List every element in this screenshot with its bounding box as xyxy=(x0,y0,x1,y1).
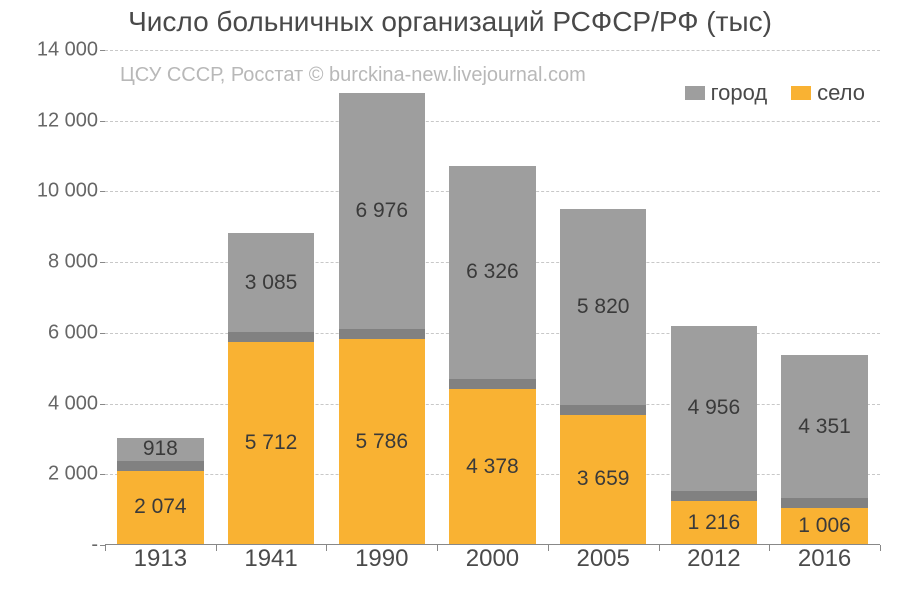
y-axis-label: - xyxy=(91,534,98,557)
bars: 918 2 074 3 085 5 712 6 976 5 786 6 326 4 378 5 … xyxy=(105,50,880,544)
y-axis-label: 4 000 xyxy=(48,392,98,415)
bar-value-city: 4 956 xyxy=(688,396,741,420)
bar-value-selo: 5 786 xyxy=(355,430,408,454)
bar-group: 918 2 074 xyxy=(117,438,203,544)
bar-segment-city: 4 351 xyxy=(781,355,867,509)
chart-container: Число больничных организаций РСФСР/РФ (т… xyxy=(0,0,900,594)
y-axis-tick xyxy=(100,474,105,475)
bar-segment-city: 3 085 xyxy=(228,233,314,342)
bar-segment-selo: 2 074 xyxy=(117,471,203,544)
y-axis-label: 2 000 xyxy=(48,463,98,486)
x-axis-label: 1913 xyxy=(105,545,216,573)
bar-value-selo: 1 216 xyxy=(688,511,741,535)
bar-group: 4 351 1 006 xyxy=(781,355,867,544)
bar-segment-city: 5 820 xyxy=(560,209,646,415)
bar-value-selo: 1 006 xyxy=(798,514,851,538)
x-axis-label: 1990 xyxy=(326,545,437,573)
y-axis-tick xyxy=(100,262,105,263)
x-axis-label: 1941 xyxy=(216,545,327,573)
y-axis-label: 6 000 xyxy=(48,321,98,344)
y-axis-tick xyxy=(100,191,105,192)
bar-segment-selo: 1 006 xyxy=(781,508,867,544)
x-axis-tick xyxy=(880,545,881,551)
y-axis-label: 14 000 xyxy=(37,39,98,62)
y-axis-label: 8 000 xyxy=(48,251,98,274)
x-axis-label: 2016 xyxy=(769,545,880,573)
bar-group: 3 085 5 712 xyxy=(228,233,314,544)
bar-segment-selo: 5 786 xyxy=(339,339,425,544)
bar-segment-selo: 3 659 xyxy=(560,415,646,544)
x-axis-label: 2012 xyxy=(659,545,770,573)
bar-segment-selo: 1 216 xyxy=(671,501,757,544)
bar-value-selo: 5 712 xyxy=(245,431,298,455)
bar-value-city: 6 326 xyxy=(466,260,519,284)
bar-value-selo: 2 074 xyxy=(134,495,187,519)
plot-area: 918 2 074 3 085 5 712 6 976 5 786 6 326 4 378 5 … xyxy=(105,50,880,545)
x-axis-label: 2005 xyxy=(548,545,659,573)
bar-group: 4 956 1 216 xyxy=(671,326,757,544)
y-axis-label: 12 000 xyxy=(37,109,98,132)
chart-title: Число больничных организаций РСФСР/РФ (т… xyxy=(0,6,900,38)
y-axis-label: 10 000 xyxy=(37,180,98,203)
bar-value-selo: 4 378 xyxy=(466,455,519,479)
bar-segment-selo: 5 712 xyxy=(228,342,314,544)
x-axis-labels: 1913194119902000200520122016 xyxy=(105,545,880,573)
bar-group: 5 820 3 659 xyxy=(560,209,646,544)
bar-segment-city: 6 326 xyxy=(449,166,535,390)
y-axis-tick xyxy=(100,404,105,405)
bar-segment-city: 918 xyxy=(117,438,203,470)
bar-value-city: 5 820 xyxy=(577,295,630,319)
bar-value-city: 3 085 xyxy=(245,271,298,295)
y-axis-tick xyxy=(100,121,105,122)
bar-value-city: 4 351 xyxy=(798,415,851,439)
bar-value-selo: 3 659 xyxy=(577,467,630,491)
bar-segment-selo: 4 378 xyxy=(449,389,535,544)
bar-segment-city: 6 976 xyxy=(339,93,425,340)
bar-segment-city: 4 956 xyxy=(671,326,757,501)
y-axis-tick xyxy=(100,50,105,51)
bar-value-city: 918 xyxy=(143,437,178,461)
x-axis-label: 2000 xyxy=(437,545,548,573)
bar-group: 6 976 5 786 xyxy=(339,93,425,544)
bar-group: 6 326 4 378 xyxy=(449,166,535,544)
y-axis-tick xyxy=(100,333,105,334)
bar-value-city: 6 976 xyxy=(355,199,408,223)
